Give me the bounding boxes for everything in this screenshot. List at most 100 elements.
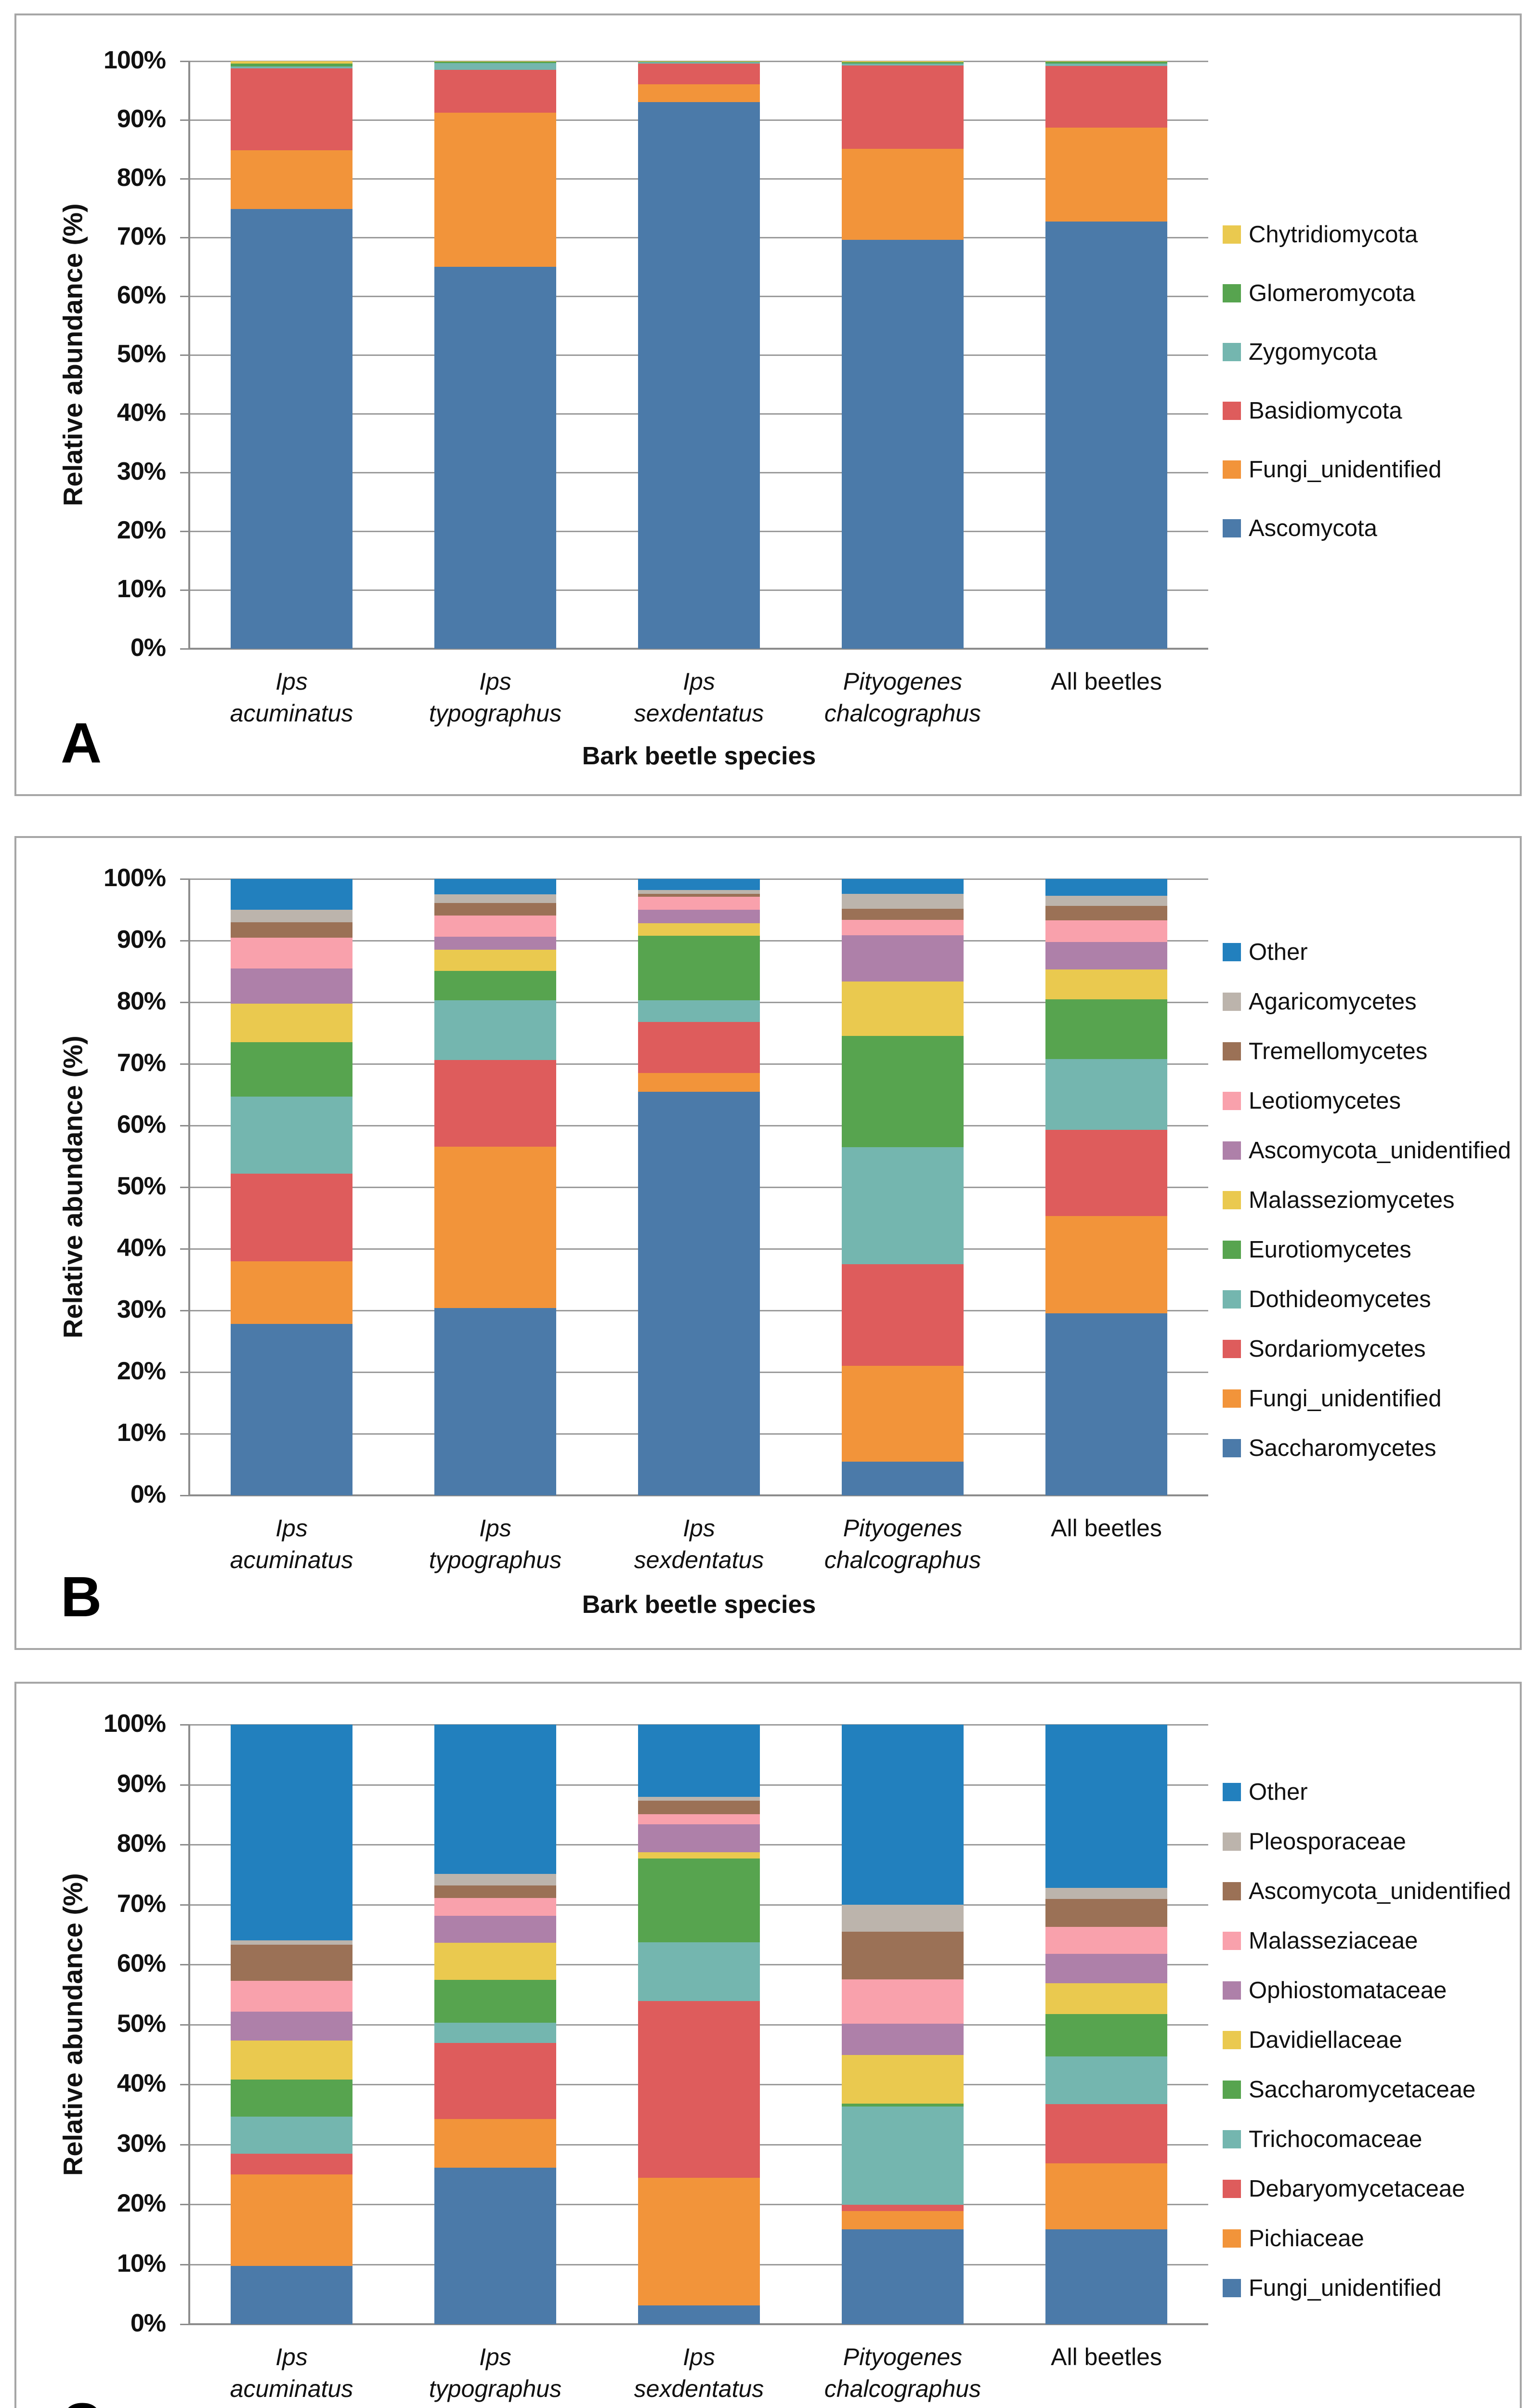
stacked-bar-ips-sexdentatus [638,879,760,1495]
bar-segment-saccharomycetaceae [230,2080,353,2117]
legend: Chytridiomycota Glomeromycota Zygomycota Ba… [1223,222,1516,540]
legend-label-glomeromycota: Glomeromycota [1249,280,1415,306]
legend-item-zygomycota: Zygomycota [1223,340,1516,364]
category-label-line: Ips [683,668,715,695]
legend-item-fungi_unidentified: Fungi_unidentified [1223,458,1516,482]
legend-item-pichiaceae: Pichiaceae [1223,2226,1516,2251]
bar-segment-fungi_unidentified [434,113,557,267]
category-label-line: typographus [429,700,562,727]
category-label-ips-acuminatus: Ips acuminatus [190,2341,393,2405]
bar-segment-tremellomycetes [230,922,353,938]
bar-segment-agaricomycetes [841,893,964,909]
category-label-pityogenes-chalcographus: Pityogenes chalcographus [801,2341,1005,2405]
bar-segment-other [1045,1725,1168,1888]
legend-swatch-malasseziaceae [1223,1932,1241,1950]
y-tick-mark [180,1248,190,1250]
x-category-labels: Ips acuminatus Ips typographus Ips sexdentatu… [190,666,1208,729]
bar-segment-debaryomycetaceae [638,2001,760,2178]
y-tick-mark [180,413,190,415]
bar-segment-other [434,879,557,895]
bar-segment-glomeromycota [434,62,557,63]
x-category-labels: Ips acuminatus Ips typographus Ips sexdentatu… [190,2341,1208,2405]
legend-label-debaryomycetaceae: Debaryomycetaceae [1249,2176,1465,2202]
category-label-all-beetles: All beetles [1005,666,1208,729]
bar-segment-basidiomycota [841,65,964,149]
bar-segment-saccharomycetaceae [841,2103,964,2107]
bar-segment-eurotiomycetes [434,970,557,1001]
stacked-bar-all-beetles [1045,879,1168,1495]
legend-label-other: Other [1249,1779,1308,1805]
bar-segment-debaryomycetaceae [230,2154,353,2174]
y-tick-mark [180,589,190,591]
bar-segment-ophiostomataceae [434,1916,557,1943]
stacked-bar-pityogenes-chalcographus [841,879,964,1495]
legend-item-other: Other [1223,940,1516,964]
plot-area [180,878,1208,1496]
legend-label-saccharomycetaceae: Saccharomycetaceae [1249,2077,1476,2103]
bar-segment-saccharomycetaceae [1045,2014,1168,2056]
bar-segment-ascomycota [1045,222,1168,649]
bar-segment-ophiostomataceae [841,2024,964,2055]
bar-segment-eurotiomycetes [230,1042,353,1097]
bar-segment-malasseziaceae [638,1814,760,1824]
bar-segment-ophiostomataceae [1045,1953,1168,1983]
legend-swatch-fungi_unidentified [1223,2279,1241,2297]
y-tick-mark [180,2024,190,2026]
category-slot [801,879,1005,1495]
category-slot [190,61,393,649]
legend-item-sordariomycetes: Sordariomycetes [1223,1337,1516,1361]
y-tick-label: 20% [117,516,166,544]
y-tick-label: 40% [117,2069,166,2097]
bar-segment-other [638,1725,760,1797]
y-tick-mark [180,1063,190,1065]
y-tick-mark [180,1125,190,1126]
bar-segment-pleosporaceae [638,1796,760,1801]
category-label-ips-typographus: Ips typographus [393,2341,597,2405]
plot-area [180,61,1208,650]
y-tick-label: 60% [117,1950,166,1977]
bar-segment-chytridiomycota [230,61,353,64]
legend-item-saccharomycetes: Saccharomycetes [1223,1436,1516,1460]
bar-segment-ascomycota_unidentified [1045,942,1168,970]
y-tick-label: 40% [117,399,166,427]
category-slot [1005,1725,1208,2324]
category-slot [1005,879,1208,1495]
bar-segment-trichocomaceae [841,2107,964,2205]
bar-segment-trichocomaceae [434,2022,557,2043]
legend-swatch-malasseziomycetes [1223,1191,1241,1209]
legend-item-trichocomaceae: Trichocomaceae [1223,2127,1516,2151]
legend-swatch-saccharomycetes [1223,1439,1241,1457]
legend-swatch-sordariomycetes [1223,1340,1241,1358]
y-tick-label: 20% [117,2189,166,2217]
y-tick-labels: 0% 10% 20% 30% 40% 50% 60% 70% 80% 90% 100% [45,1711,166,2336]
bar-segment-ophiostomataceae [638,1824,760,1853]
legend-label-fungi_unidentified: Fungi_unidentified [1249,457,1442,483]
bar-segment-fungi_unidentified [230,1261,353,1324]
bar-segment-chytridiomycota [434,61,557,62]
legend-swatch-saccharomycetaceae [1223,2081,1241,2099]
category-label-line: acuminatus [230,1546,353,1573]
category-label-line: All beetles [1051,2343,1162,2370]
category-label-ips-sexdentatus: Ips sexdentatus [597,1512,801,1576]
bar-segment-pichiaceae [434,2119,557,2168]
legend-label-malasseziomycetes: Malasseziomycetes [1249,1187,1455,1213]
x-axis-line [188,648,1208,650]
legend-label-fungi_unidentified: Fungi_unidentified [1249,1386,1442,1412]
legend-item-agaricomycetes: Agaricomycetes [1223,990,1516,1014]
bar-segment-ophiostomataceae [230,2012,353,2041]
bar-segment-tremellomycetes [638,893,760,897]
category-slot [801,1725,1005,2324]
bar-segment-fungi_unidentified [841,148,964,240]
bar-segment-malasseziomycetes [841,981,964,1036]
bar-segment-dothideomycetes [434,1000,557,1060]
legend-label-pichiaceae: Pichiaceae [1249,2225,1364,2251]
bar-segment-davidiellaceae [1045,1983,1168,2015]
bar-segment-dothideomycetes [1045,1059,1168,1130]
y-tick-label: 70% [117,1889,166,1918]
bar-segment-leotiomycetes [841,919,964,935]
y-tick-mark [180,1904,190,1906]
bar-segment-leotiomycetes [230,937,353,968]
y-tick-mark [180,2084,190,2085]
legend-item-saccharomycetaceae: Saccharomycetaceae [1223,2078,1516,2102]
category-slot [393,1725,597,2324]
